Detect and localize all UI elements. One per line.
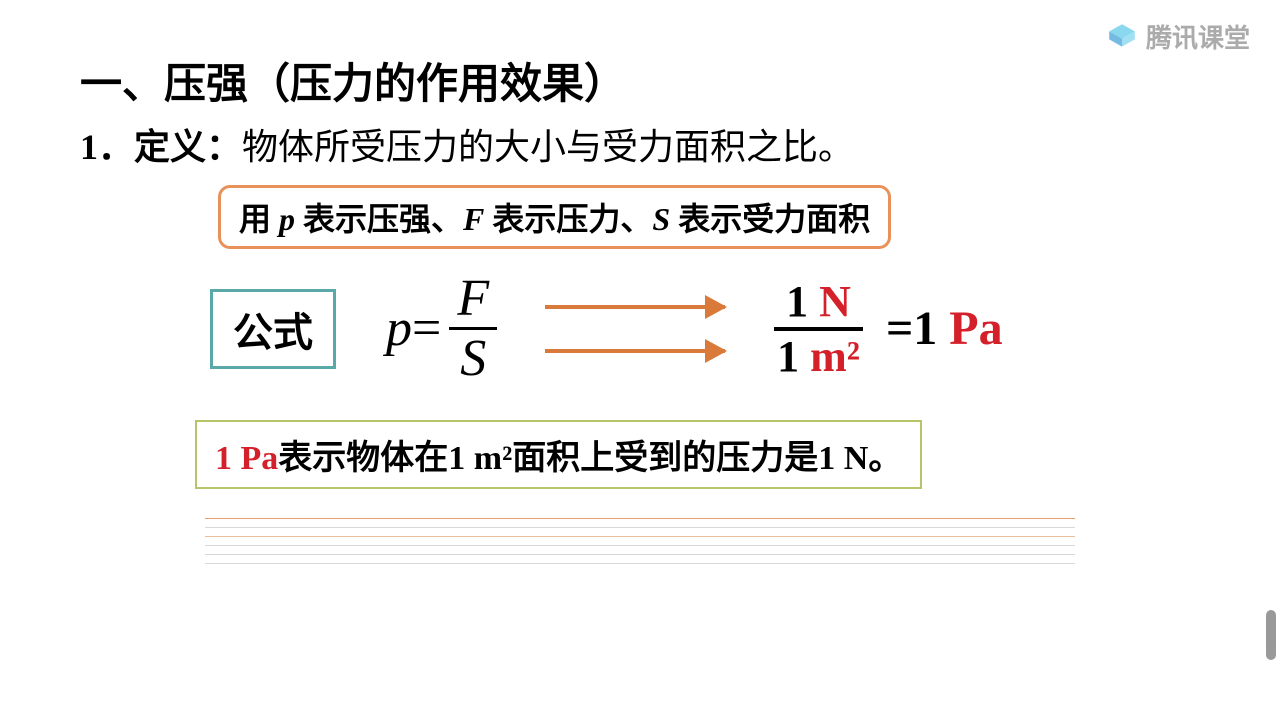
explanation-box: 1 Pa表示物体在1 m²面积上受到的压力是1 N。	[195, 420, 922, 489]
unit-fraction: 1 N 1 m²	[765, 276, 872, 382]
definition-line: 1．定义：物体所受压力的大小与受力面积之比。	[80, 118, 854, 170]
unit-result: =1 Pa	[886, 301, 1003, 356]
scroll-indicator[interactable]	[1266, 610, 1276, 660]
arrow-bottom	[545, 349, 725, 353]
watermark-text: 腾讯课堂	[1146, 18, 1250, 55]
formula-equation: p = F S	[386, 270, 505, 387]
formula-fraction: F S	[449, 270, 497, 387]
definition-label: 定义：	[134, 127, 242, 167]
tencent-classroom-icon	[1106, 21, 1138, 53]
section-title: 一、压强（压力的作用效果）	[80, 50, 626, 111]
watermark: 腾讯课堂	[1106, 18, 1250, 55]
formula-label-box: 公式	[210, 289, 336, 369]
arrows	[545, 305, 725, 353]
formula-row: 公式 p = F S 1 N 1 m² =1 Pa	[210, 270, 1003, 387]
ruled-lines	[205, 518, 1075, 572]
definition-number: 1．	[80, 127, 134, 167]
variable-notation-box: 用 p 表示压强、F 表示压力、S 表示受力面积	[218, 185, 891, 249]
arrow-top	[545, 305, 725, 309]
definition-text: 物体所受压力的大小与受力面积之比。	[242, 127, 854, 167]
